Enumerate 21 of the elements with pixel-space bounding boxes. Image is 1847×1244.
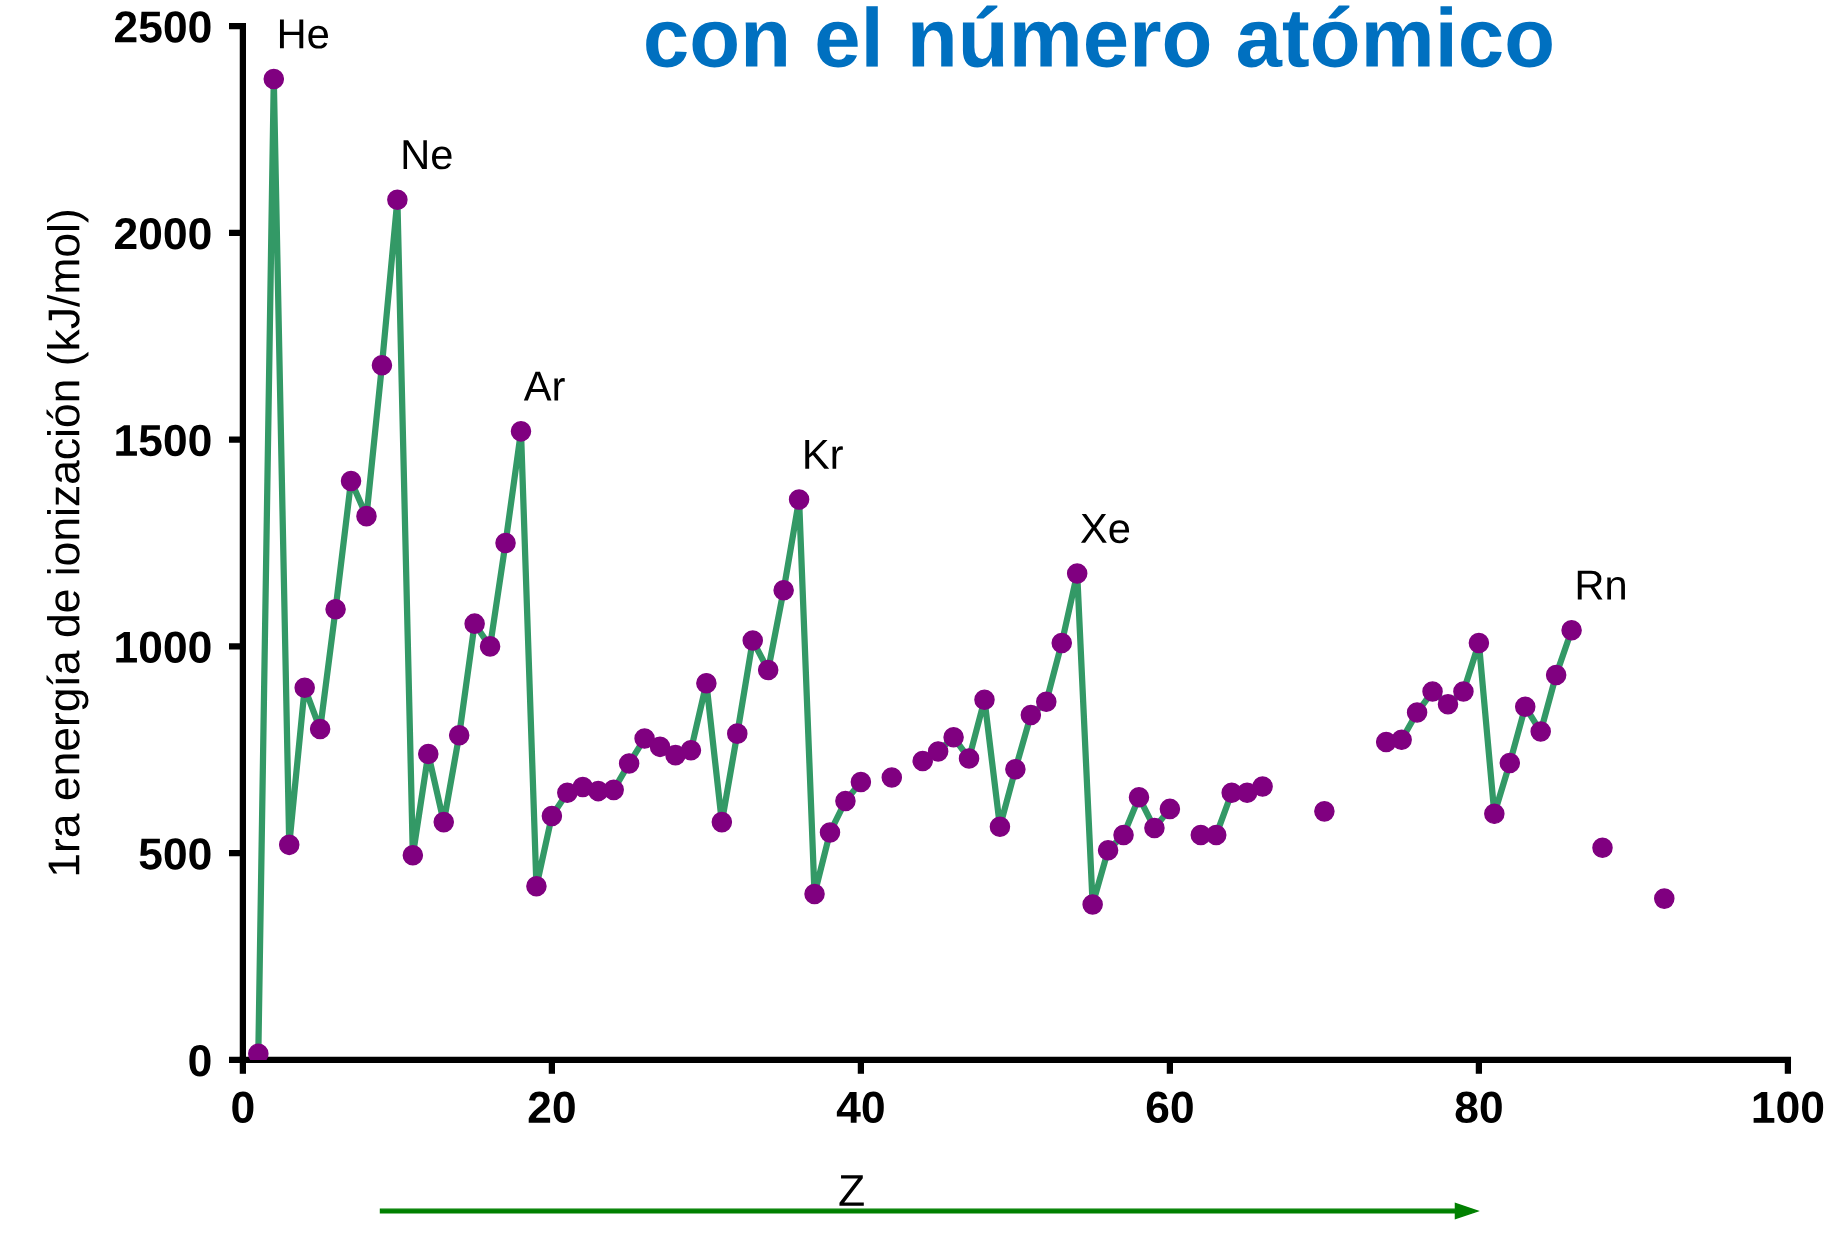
x-tick-label: 40 <box>836 1091 884 1124</box>
annotation: Xe <box>1080 514 1130 544</box>
annotation: He <box>279 19 328 49</box>
y-tick-label: 0 <box>189 1044 211 1077</box>
x-tick-label: 100 <box>1753 1091 1824 1124</box>
y-tick-label: 1000 <box>116 631 211 663</box>
annotation: Ne <box>403 140 452 170</box>
x-tick-label: 0 <box>232 1091 254 1124</box>
annotation: Ar <box>523 371 565 401</box>
y-axis-title: 1ra energía de ionización (kJ/mol) <box>46 211 89 875</box>
annotation: Kr <box>805 440 843 469</box>
x-axis-title: Z <box>839 1175 864 1206</box>
y-tick-label: 1500 <box>116 424 211 457</box>
y-tick-label: 2000 <box>115 217 211 250</box>
y-tick-label: 2500 <box>115 11 211 43</box>
annotation: Rn <box>1577 570 1625 600</box>
chart-title: con el número atómico <box>646 5 1552 68</box>
x-tick-label: 60 <box>1146 1091 1193 1124</box>
y-tick-label: 500 <box>139 838 211 870</box>
x-tick-label: 20 <box>528 1091 575 1124</box>
x-tick-label: 80 <box>1455 1091 1502 1124</box>
